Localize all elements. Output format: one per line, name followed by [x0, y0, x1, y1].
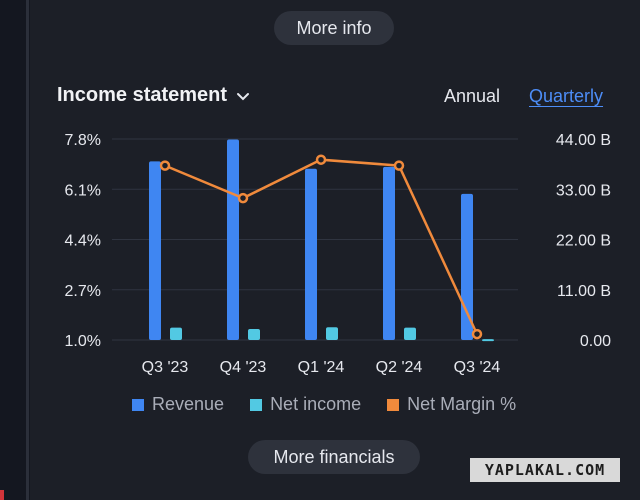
- revenue-swatch: [132, 398, 144, 411]
- net-margin-point: [237, 192, 249, 204]
- left-rail-divider: [26, 0, 29, 500]
- x-axis-tick: Q3 '23: [142, 359, 189, 376]
- page-title: Income statement: [57, 84, 228, 106]
- left-axis-tick: 7.8%: [65, 132, 101, 149]
- red-marker: [0, 490, 4, 500]
- left-rail: [0, 0, 30, 500]
- watermark-logo: YAPLAKAL.COM: [470, 458, 620, 482]
- net-margin-line: [164, 158, 479, 335]
- legend-item-net-income[interactable]: Net income: [250, 394, 361, 415]
- net-income-bar: [482, 339, 494, 342]
- left-axis-tick: 6.1%: [65, 182, 101, 199]
- left-axis-tick: 4.4%: [65, 233, 101, 250]
- right-axis-tick: 22.00 B: [556, 233, 611, 250]
- net-income-bar: [404, 327, 416, 340]
- net-margin-point: [315, 154, 327, 165]
- tab-annual[interactable]: Annual: [444, 86, 501, 106]
- more-financials-button[interactable]: More financials: [248, 440, 420, 474]
- net-income-bar: [170, 327, 182, 340]
- tab-quarterly[interactable]: Quarterly: [529, 86, 604, 106]
- right-axis-tick: 33.00 B: [556, 182, 611, 199]
- legend-label-net-margin: Net Margin %: [407, 394, 517, 414]
- revenue-bar: [149, 161, 161, 340]
- net-income-bar: [248, 329, 260, 340]
- revenue-bar: [227, 139, 239, 340]
- income-statement-dropdown[interactable]: Income statement: [57, 84, 251, 107]
- legend-label-net-income: Net income: [270, 394, 362, 414]
- right-axis-tick: 0.00: [580, 333, 611, 350]
- right-axis-tick: 11.00 B: [557, 283, 611, 300]
- net-margin-swatch: [387, 398, 400, 411]
- x-axis-tick: Q2 '24: [376, 359, 423, 376]
- net-income-swatch: [250, 398, 263, 411]
- legend-label-revenue: Revenue: [152, 394, 225, 414]
- left-axis-tick: 2.7%: [65, 283, 101, 300]
- x-axis-tick: Q1 '24: [298, 359, 345, 376]
- left-axis-tick: 1.0%: [65, 333, 101, 350]
- revenue-bar: [383, 166, 395, 340]
- net-margin-point: [471, 328, 483, 340]
- more-info-button[interactable]: More info: [274, 11, 394, 45]
- chart-legend: Revenue Net income Net Margin %: [132, 394, 516, 415]
- x-axis-tick: Q3 '24: [454, 359, 501, 376]
- x-axis-tick: Q4 '23: [220, 359, 267, 376]
- net-income-bar: [326, 327, 338, 340]
- legend-item-net-margin[interactable]: Net Margin %: [387, 394, 516, 415]
- right-axis-tick: 44.00 B: [556, 132, 611, 149]
- net-margin-point: [393, 160, 405, 171]
- chevron-down-icon: [237, 92, 250, 100]
- revenue-bar: [305, 168, 317, 340]
- net-margin-point: [159, 160, 171, 171]
- revenue-bar: [461, 193, 473, 340]
- legend-item-revenue[interactable]: Revenue: [132, 394, 224, 415]
